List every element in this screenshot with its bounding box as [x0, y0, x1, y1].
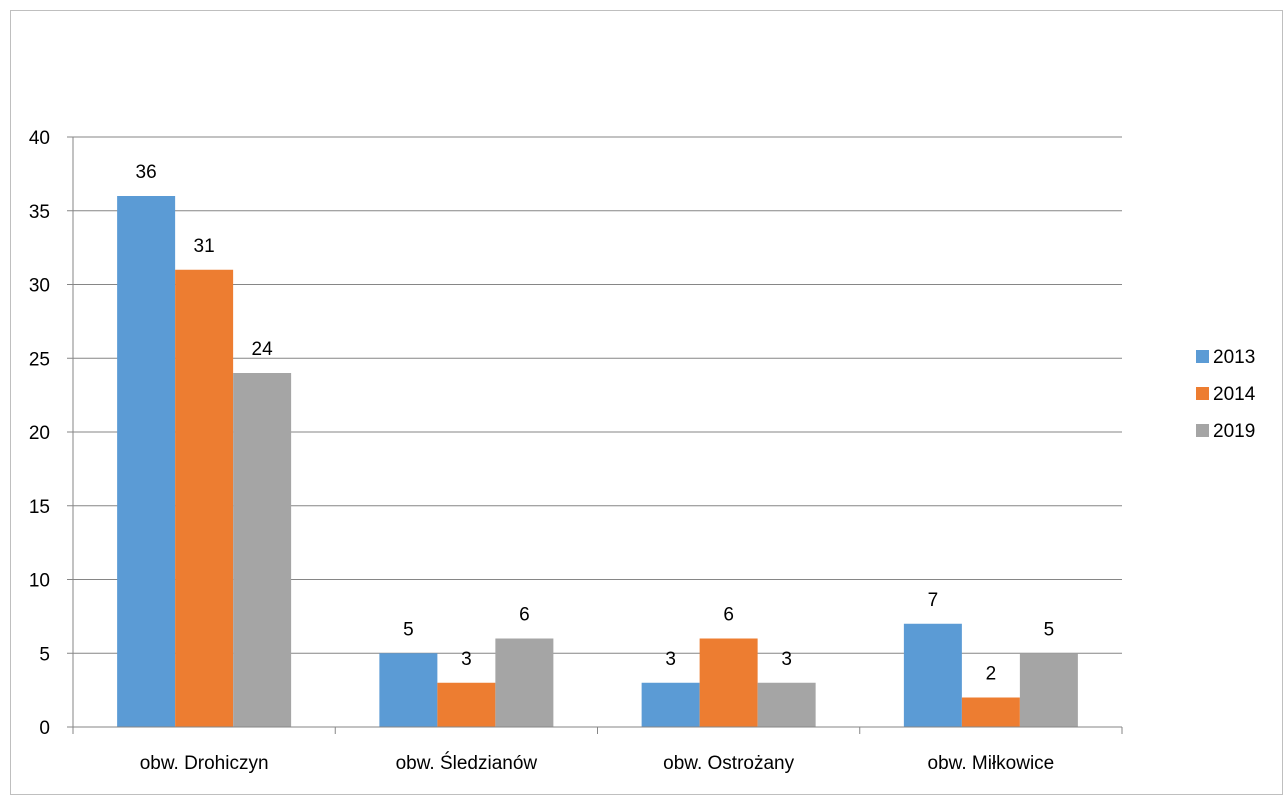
y-tick-label: 25	[29, 349, 50, 370]
x-tick-label: obw. Miłkowice	[928, 753, 1055, 774]
y-tick-label: 30	[29, 276, 50, 297]
data-label: 6	[519, 605, 530, 626]
legend-label: 2014	[1213, 384, 1256, 405]
legend-label: 2013	[1213, 347, 1255, 368]
data-label: 3	[781, 649, 792, 670]
x-tick-label: obw. Śledzianów	[396, 752, 538, 774]
legend-swatch-2014	[1196, 387, 1209, 400]
bar-2013-3	[903, 623, 962, 727]
bar-2019-1	[495, 638, 554, 727]
bar-2014-1	[437, 682, 496, 727]
legend-label: 2019	[1213, 421, 1255, 442]
y-tick-label: 5	[39, 644, 50, 665]
bar-2019-2	[757, 682, 816, 727]
data-label: 24	[252, 339, 274, 360]
y-tick-label: 35	[29, 202, 50, 223]
legend-swatch-2019	[1196, 424, 1209, 437]
data-label: 6	[723, 605, 734, 626]
y-tick-label: 0	[39, 718, 50, 739]
y-tick-label: 20	[29, 423, 50, 444]
data-label: 3	[461, 649, 472, 670]
y-tick-label: 15	[29, 497, 50, 518]
bar-2019-0	[233, 373, 292, 727]
data-label: 2	[986, 664, 997, 685]
y-tick-label: 40	[29, 128, 50, 149]
data-label: 5	[1044, 619, 1055, 640]
x-axis: obw. Drohiczyn obw. Śledzianów obw. Ostroż…	[72, 137, 1123, 774]
bars	[117, 196, 1078, 727]
bar-2014-0	[175, 269, 234, 727]
legend: 2013 2014 2019	[1196, 347, 1256, 442]
legend-swatch-2013	[1196, 350, 1209, 363]
x-tick-label: obw. Ostrożany	[663, 753, 794, 774]
data-label: 3	[665, 649, 676, 670]
x-tick-label: obw. Drohiczyn	[140, 753, 269, 774]
data-label: 5	[403, 619, 414, 640]
data-label: 36	[136, 162, 157, 183]
bar-2013-1	[379, 653, 438, 727]
y-tick-label: 10	[29, 571, 50, 592]
bar-2013-2	[641, 682, 700, 727]
y-axis-ticks: 0 5 10 15 20 25 30 35 40	[29, 128, 73, 739]
bar-2014-3	[961, 697, 1020, 727]
bar-2013-0	[117, 196, 176, 727]
data-label: 7	[928, 590, 939, 611]
bar-2014-2	[699, 638, 758, 727]
data-label: 31	[194, 236, 215, 257]
bar-2019-3	[1019, 653, 1078, 727]
